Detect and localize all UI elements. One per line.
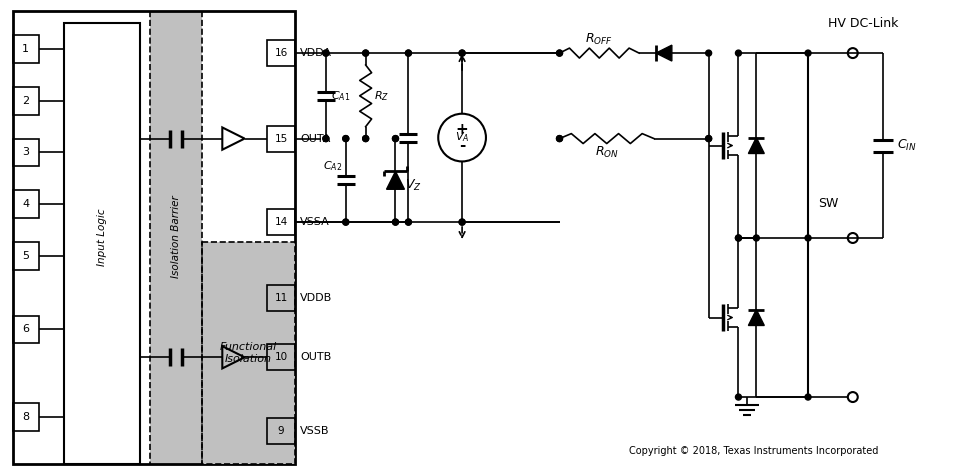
Text: $R_Z$: $R_Z$ [373,89,389,103]
Text: VDDA: VDDA [300,48,332,58]
Text: HV DC-Link: HV DC-Link [828,17,898,30]
Circle shape [459,50,465,56]
Circle shape [406,219,412,225]
Text: Isolation Barrier: Isolation Barrier [171,195,180,278]
Bar [12,242,38,270]
Text: $R_{OFF}$: $R_{OFF}$ [585,32,613,47]
Circle shape [393,135,398,142]
Text: 8: 8 [22,412,30,422]
Circle shape [735,394,741,400]
Circle shape [706,50,711,56]
Text: VDDB: VDDB [300,293,332,303]
Bar [267,285,295,311]
Text: SW: SW [817,197,838,210]
Bar [267,418,295,444]
Text: 1: 1 [22,44,30,54]
Text: Functional
Isolation: Functional Isolation [220,342,277,363]
Text: VSSA: VSSA [300,217,329,227]
Text: 2: 2 [22,96,30,106]
Text: 15: 15 [274,134,287,143]
Text: 3: 3 [22,147,30,158]
Bar [12,403,38,431]
Circle shape [706,135,711,142]
Polygon shape [749,310,764,326]
Text: $R_{ON}$: $R_{ON}$ [595,145,619,160]
Circle shape [406,50,412,56]
Circle shape [323,135,329,142]
Polygon shape [387,171,404,189]
Text: $V_Z$: $V_Z$ [406,178,422,193]
Text: $C_{A2}$: $C_{A2}$ [323,160,342,173]
Circle shape [459,219,465,225]
Text: +: + [456,122,469,137]
Circle shape [406,50,412,56]
Circle shape [363,135,369,142]
Circle shape [735,50,741,56]
Circle shape [343,219,349,225]
Circle shape [459,50,465,56]
Bar [12,190,38,218]
Circle shape [363,50,369,56]
Circle shape [393,219,398,225]
Circle shape [735,235,741,241]
Bar [150,11,202,464]
Bar [12,11,295,464]
Bar [267,345,295,370]
Text: VSSB: VSSB [300,426,329,436]
Circle shape [363,50,369,56]
Circle shape [459,219,465,225]
Circle shape [323,50,329,56]
Bar [12,139,38,167]
Text: 9: 9 [278,426,285,436]
Text: 10: 10 [275,352,287,362]
Circle shape [805,50,811,56]
Circle shape [805,235,811,241]
Bar [267,209,295,235]
Text: $V_A$: $V_A$ [455,131,469,144]
Text: $C_{A1}$: $C_{A1}$ [330,89,350,103]
Polygon shape [656,45,672,61]
Circle shape [343,135,349,142]
Circle shape [406,219,412,225]
Bar [267,40,295,66]
Circle shape [323,135,329,142]
Text: 4: 4 [22,199,30,209]
Text: Copyright © 2018, Texas Instruments Incorporated: Copyright © 2018, Texas Instruments Inco… [628,446,878,456]
Text: OUTB: OUTB [300,352,331,362]
Text: OUTA: OUTA [300,134,330,143]
Circle shape [557,135,562,142]
Bar [12,87,38,115]
Circle shape [557,50,562,56]
Bar [267,126,295,152]
Bar [12,35,38,63]
Circle shape [805,394,811,400]
Text: 6: 6 [22,324,30,335]
Circle shape [753,235,759,241]
Text: -: - [459,138,465,153]
Text: $C_{IN}$: $C_{IN}$ [897,138,916,153]
Bar [12,315,38,343]
Bar [64,23,140,464]
Text: 5: 5 [22,251,30,261]
Circle shape [557,50,562,56]
Circle shape [393,219,398,225]
Circle shape [706,135,711,142]
Circle shape [343,219,349,225]
Circle shape [393,135,398,142]
Circle shape [363,135,369,142]
Circle shape [323,50,329,56]
Circle shape [557,135,562,142]
Text: 11: 11 [274,293,287,303]
Text: Input Logic: Input Logic [97,208,107,266]
Bar [202,242,295,464]
Polygon shape [749,137,764,153]
Text: 16: 16 [274,48,287,58]
Circle shape [343,135,349,142]
Circle shape [735,235,741,241]
Text: 14: 14 [274,217,287,227]
